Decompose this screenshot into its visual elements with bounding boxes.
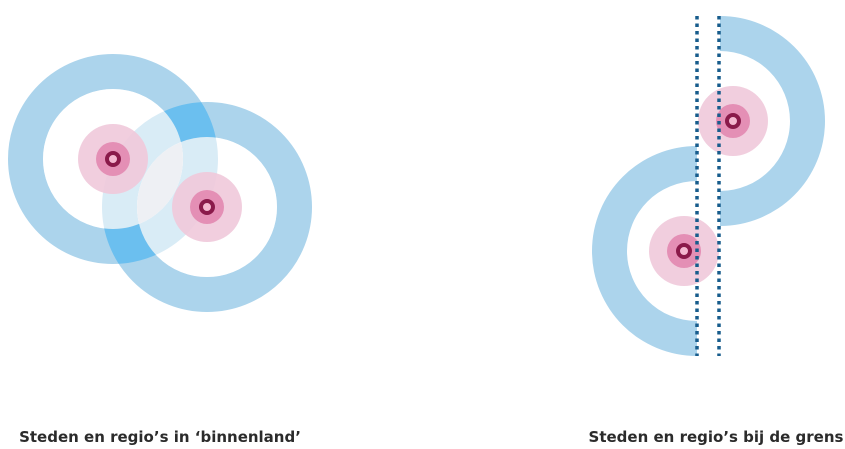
city-marker bbox=[649, 216, 719, 286]
half-ring bbox=[592, 146, 697, 356]
caption: Steden en regio’s in ‘binnenland’ bbox=[19, 428, 301, 446]
city-marker bbox=[78, 124, 148, 194]
half-ring bbox=[720, 16, 825, 226]
right-diagram bbox=[592, 16, 825, 356]
city-marker bbox=[698, 86, 768, 156]
inner-overlap bbox=[137, 137, 183, 229]
left-diagram bbox=[8, 54, 312, 312]
caption: Steden en regio’s bij de grens bbox=[589, 428, 844, 446]
city-marker bbox=[172, 172, 242, 242]
